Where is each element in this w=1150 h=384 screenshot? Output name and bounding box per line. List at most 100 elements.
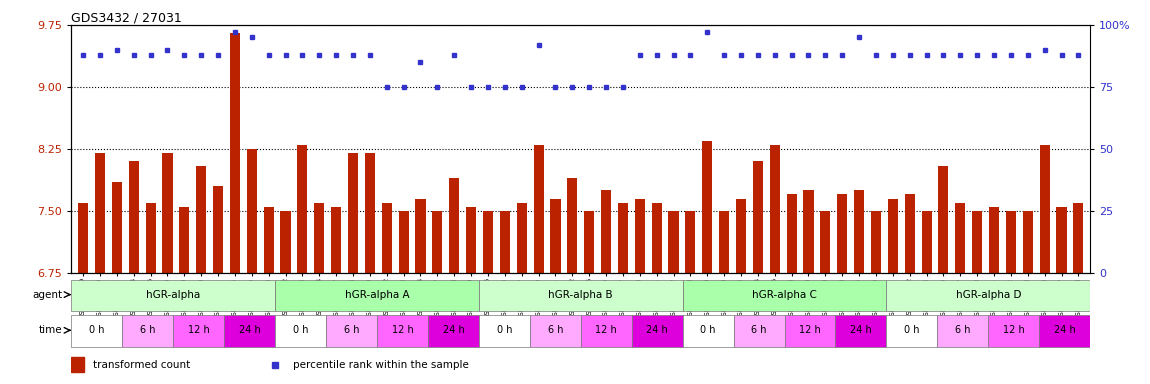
Bar xyxy=(1022,211,1033,273)
Bar xyxy=(703,141,712,273)
Bar xyxy=(888,199,898,273)
Bar xyxy=(567,178,577,273)
Text: 0 h: 0 h xyxy=(497,325,512,335)
Text: 24 h: 24 h xyxy=(239,325,261,335)
Bar xyxy=(179,207,190,273)
Bar xyxy=(365,153,375,273)
Text: hGR-alpha D: hGR-alpha D xyxy=(956,290,1021,300)
Text: hGR-alpha: hGR-alpha xyxy=(146,290,200,300)
Bar xyxy=(668,211,678,273)
Bar xyxy=(224,316,275,346)
Bar xyxy=(399,211,408,273)
Text: 6 h: 6 h xyxy=(140,325,155,335)
Text: 24 h: 24 h xyxy=(443,325,465,335)
Bar xyxy=(382,203,392,273)
Bar xyxy=(937,316,988,346)
Text: 12 h: 12 h xyxy=(391,325,413,335)
Bar xyxy=(331,207,342,273)
Bar xyxy=(1040,316,1090,346)
Text: 6 h: 6 h xyxy=(547,325,564,335)
Bar xyxy=(734,316,784,346)
Bar xyxy=(784,316,836,346)
Bar xyxy=(938,166,949,273)
Bar xyxy=(753,161,762,273)
Bar xyxy=(230,33,240,273)
Bar xyxy=(78,203,89,273)
Bar xyxy=(466,207,476,273)
Text: time: time xyxy=(39,325,63,335)
Text: 12 h: 12 h xyxy=(187,325,209,335)
Bar xyxy=(478,316,530,346)
Bar xyxy=(95,153,105,273)
Bar xyxy=(428,316,478,346)
Bar xyxy=(1006,211,1015,273)
Text: 24 h: 24 h xyxy=(850,325,872,335)
Bar xyxy=(618,203,628,273)
Bar xyxy=(314,203,324,273)
Bar xyxy=(887,280,1090,311)
Bar xyxy=(377,316,428,346)
Bar xyxy=(635,199,645,273)
Bar xyxy=(871,211,881,273)
Text: 12 h: 12 h xyxy=(799,325,821,335)
Text: 12 h: 12 h xyxy=(596,325,618,335)
Bar xyxy=(275,280,478,311)
Bar xyxy=(956,203,965,273)
Bar xyxy=(71,357,84,372)
Text: hGR-alpha A: hGR-alpha A xyxy=(345,290,409,300)
Text: agent: agent xyxy=(32,290,63,300)
Bar xyxy=(820,211,830,273)
Bar xyxy=(551,199,560,273)
Bar xyxy=(516,203,527,273)
Bar xyxy=(804,190,813,273)
Bar xyxy=(298,145,307,273)
Text: 12 h: 12 h xyxy=(1003,325,1025,335)
Bar xyxy=(530,316,581,346)
Bar xyxy=(146,203,155,273)
Bar xyxy=(1040,145,1050,273)
Text: percentile rank within the sample: percentile rank within the sample xyxy=(293,360,469,370)
Bar xyxy=(988,316,1040,346)
Bar xyxy=(769,145,780,273)
Bar xyxy=(887,316,937,346)
Text: 24 h: 24 h xyxy=(646,325,668,335)
Bar xyxy=(584,211,595,273)
Bar xyxy=(112,182,122,273)
Bar xyxy=(122,316,174,346)
Text: hGR-alpha C: hGR-alpha C xyxy=(752,290,816,300)
Bar xyxy=(972,211,982,273)
Bar xyxy=(174,316,224,346)
Bar xyxy=(71,316,122,346)
Bar xyxy=(500,211,509,273)
Bar xyxy=(1073,203,1083,273)
Bar xyxy=(197,166,206,273)
Bar xyxy=(281,211,291,273)
Bar xyxy=(905,194,914,273)
Bar xyxy=(478,280,683,311)
Bar xyxy=(534,145,544,273)
Bar xyxy=(736,199,746,273)
Bar xyxy=(263,207,274,273)
Text: 6 h: 6 h xyxy=(956,325,971,335)
Bar xyxy=(631,316,683,346)
Bar xyxy=(989,207,999,273)
Text: transformed count: transformed count xyxy=(93,360,191,370)
Text: 0 h: 0 h xyxy=(89,325,105,335)
Bar xyxy=(129,161,139,273)
Bar xyxy=(835,316,887,346)
Bar xyxy=(837,194,848,273)
Bar xyxy=(683,280,887,311)
Text: GDS3432 / 27031: GDS3432 / 27031 xyxy=(71,12,182,25)
Text: 6 h: 6 h xyxy=(751,325,767,335)
Bar xyxy=(450,178,459,273)
Bar xyxy=(854,190,864,273)
Bar xyxy=(787,194,797,273)
Text: 0 h: 0 h xyxy=(700,325,715,335)
Text: 6 h: 6 h xyxy=(344,325,359,335)
Bar xyxy=(581,316,631,346)
Bar xyxy=(719,211,729,273)
Bar xyxy=(415,199,426,273)
Bar xyxy=(275,316,327,346)
Text: 0 h: 0 h xyxy=(904,325,920,335)
Bar xyxy=(483,211,493,273)
